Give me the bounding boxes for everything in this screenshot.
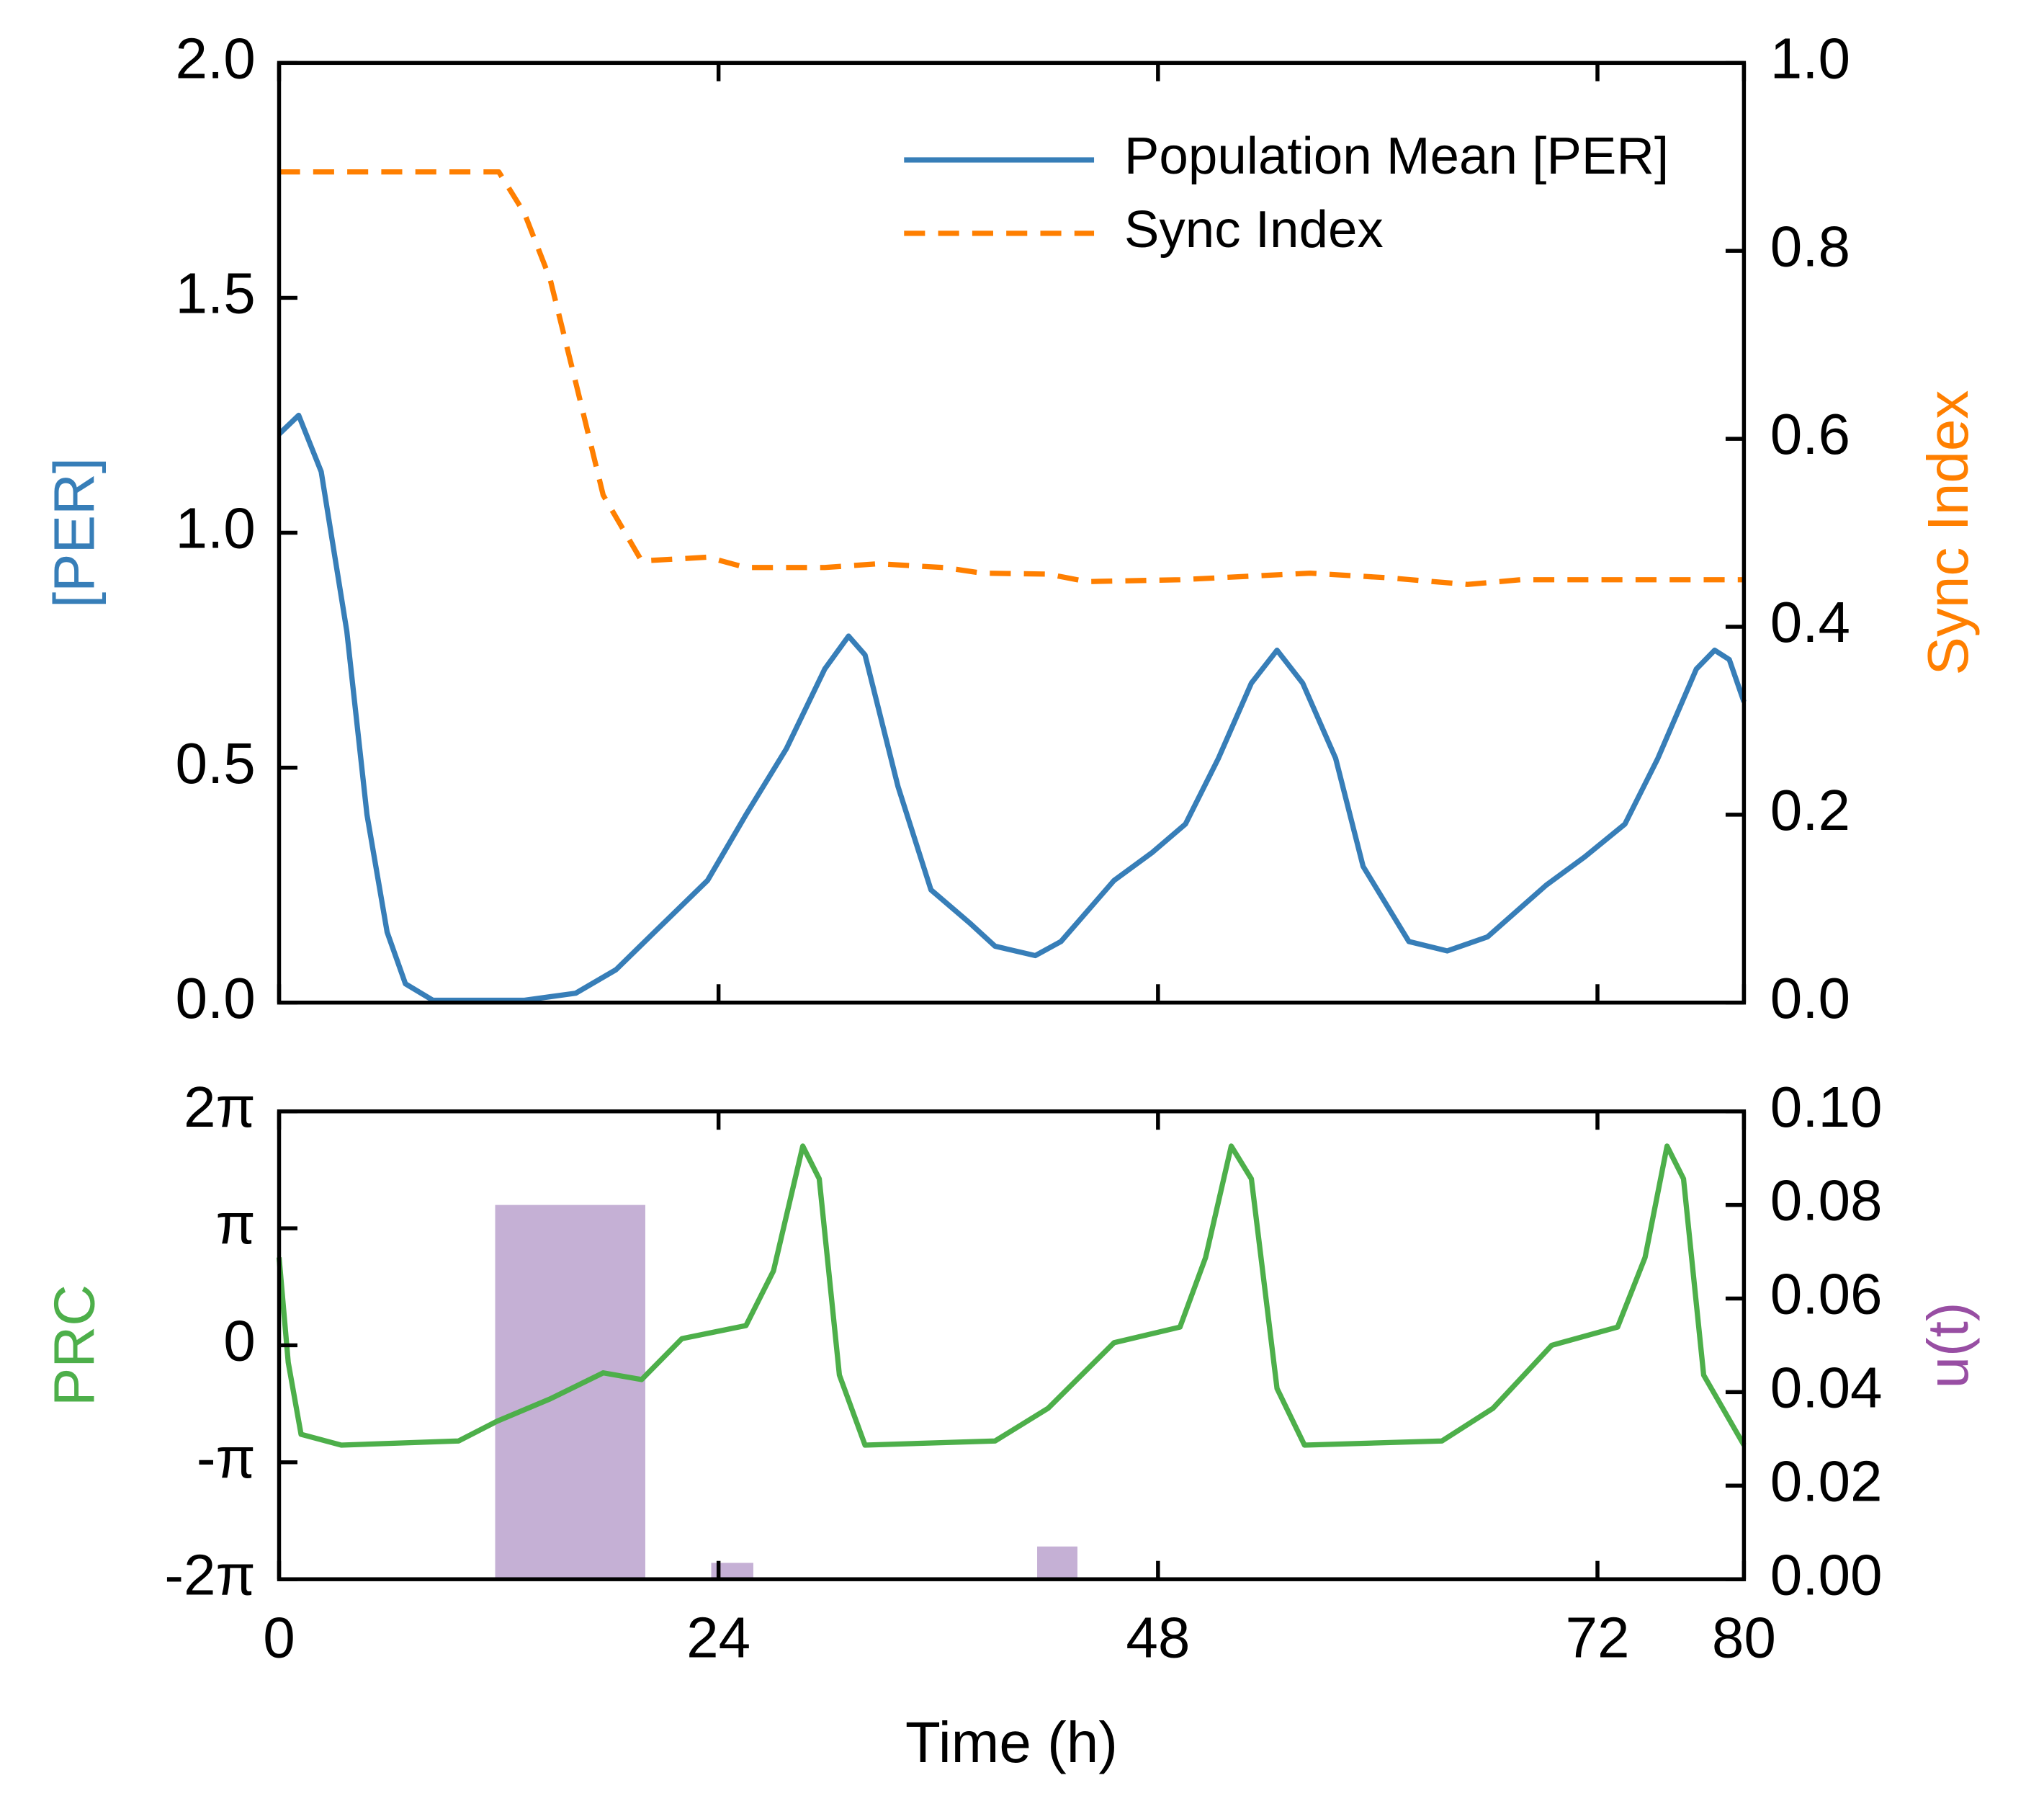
legend: Population Mean [PER] Sync Index [904,127,1669,259]
y2-axis-label: u(t) [1916,1302,1980,1388]
y2-tick-label: 0.8 [1770,214,1850,278]
bar [711,1563,753,1580]
y2-tick-label: 0.02 [1770,1449,1883,1513]
legend-label: Sync Index [1124,200,1384,259]
y-tick-label: 0 [223,1309,256,1373]
y2-tick-label: 1.0 [1770,26,1850,90]
bar [1037,1546,1077,1580]
y2-tick-label: 0.00 [1770,1542,1883,1606]
y-tick-label: 1.5 [175,262,255,326]
y-axis-label: PRC [42,1284,106,1406]
y-tick-label: 0.0 [175,966,255,1030]
y2-tick-label: 0.04 [1770,1356,1883,1420]
y2-tick-label: 0.6 [1770,402,1850,466]
data-line [276,1143,1747,1448]
y-axis-label: [PER] [42,457,106,608]
y2-tick-label: 0.10 [1770,1075,1883,1139]
y2-axis-label: Sync Index [1916,390,1980,676]
bar [495,1205,645,1580]
y2-tick-label: 0.06 [1770,1262,1883,1326]
y-tick-label: -π [197,1426,256,1490]
y-tick-label: 0.5 [175,731,255,795]
y-tick-label: -2π [164,1542,255,1606]
y2-tick-label: 0.2 [1770,778,1850,842]
y2-tick-label: 0.4 [1770,590,1850,654]
y2-tick-label: 0.0 [1770,966,1850,1030]
plot-frame [277,61,1747,1005]
x-tick-label: 72 [1565,1606,1629,1670]
y-tick-label: 1.0 [175,496,255,560]
x-tick-label: 24 [686,1606,750,1670]
x-tick-label: 80 [1712,1606,1776,1670]
legend-label: Population Mean [PER] [1124,127,1669,185]
x-axis-label: Time (h) [905,1710,1118,1774]
data-line [277,412,1747,1004]
x-tick-label: 0 [263,1606,295,1670]
y-tick-label: 2.0 [175,26,255,90]
y-tick-label: 2π [184,1075,256,1139]
y-tick-label: π [216,1192,256,1256]
x-tick-label: 48 [1126,1606,1190,1670]
y2-tick-label: 0.08 [1770,1168,1883,1233]
